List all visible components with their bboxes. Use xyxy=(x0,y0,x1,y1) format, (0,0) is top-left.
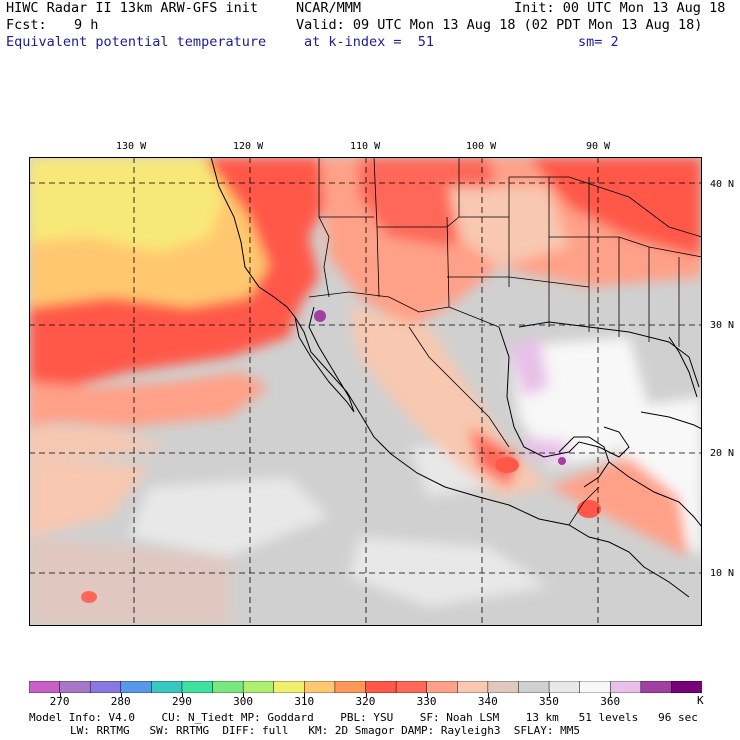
lon-label-100w: 100 W xyxy=(466,141,497,152)
colorbar-swatch xyxy=(334,681,367,693)
colorbar-swatch xyxy=(304,681,336,693)
red-spot-mexico xyxy=(495,457,519,473)
map-frame xyxy=(29,157,702,626)
theta-e-map xyxy=(29,157,702,626)
smoothing-info: sm= 2 xyxy=(578,34,619,50)
lon-label-120w: 120 W xyxy=(233,141,264,152)
forecast-hour: 9 h xyxy=(74,17,99,33)
lon-label-110w: 110 W xyxy=(350,141,381,152)
lon-label-130w: 130 W xyxy=(116,141,147,152)
colorbar-tick xyxy=(304,693,306,697)
colorbar-swatch xyxy=(640,681,673,693)
colorbar-swatch xyxy=(426,681,459,693)
lat-label-40n: 40 N xyxy=(710,179,735,190)
colorbar-tick xyxy=(120,693,122,697)
lon-label-90w: 90 W xyxy=(586,141,611,152)
colorbar-swatch xyxy=(579,681,611,693)
colorbar-tick-label: 320 xyxy=(355,695,376,708)
field-shading xyxy=(29,157,702,626)
footer-physics-info: LW: RRTMG SW: RRTMG DIFF: full KM: 2D Sm… xyxy=(70,724,580,737)
colorbar-tick xyxy=(243,693,245,697)
colorbar-swatch xyxy=(518,681,550,693)
colorbar-swatch xyxy=(395,681,428,693)
lat-label-10n: 10 N xyxy=(710,568,735,579)
purple-spot-gulf-of-california xyxy=(314,310,326,322)
colorbar-tick xyxy=(426,693,428,697)
colorbar-swatch xyxy=(609,681,642,693)
colorbar-tick-label: 290 xyxy=(171,695,192,708)
colorbar-tick xyxy=(59,693,61,697)
field-name: Equivalent potential temperature xyxy=(6,34,267,50)
colorbar-swatch xyxy=(212,681,244,693)
colorbar-swatch xyxy=(365,681,397,693)
colorbar-tick-label: 270 xyxy=(49,695,70,708)
colorbar-swatch xyxy=(242,681,275,693)
colorbar-tick xyxy=(610,693,612,697)
colorbar-swatch xyxy=(457,681,489,693)
colorbar-tick-label: 300 xyxy=(233,695,253,708)
colorbar-tick-label: 360 xyxy=(600,695,621,708)
lat-label-20n: 20 N xyxy=(710,448,735,459)
coastlines xyxy=(210,157,702,598)
colorbar-tick-label: 340 xyxy=(477,695,498,708)
colorbar-swatch xyxy=(671,681,702,693)
graticule xyxy=(29,157,702,626)
colorbar-tick-label: 280 xyxy=(110,695,131,708)
colorbar-tick-label: 310 xyxy=(294,695,315,708)
valid-time: Valid: 09 UTC Mon 13 Aug 18 (02 PDT Mon … xyxy=(296,17,703,33)
purple-spot-yucatan xyxy=(558,457,566,465)
red-spot-south-pacific xyxy=(81,591,97,603)
footer-model-info: Model Info: V4.0 CU: N_Tiedt MP: Goddard… xyxy=(29,711,698,724)
political-borders xyxy=(308,157,702,526)
init-time: Init: 00 UTC Mon 13 Aug 18 xyxy=(514,0,726,16)
level-info: at k-index = 51 xyxy=(304,34,435,50)
colorbar-tick-label: 350 xyxy=(539,695,559,708)
colorbar-swatch xyxy=(120,681,153,693)
colorbar-swatch xyxy=(29,681,61,693)
colorbar-swatch xyxy=(151,681,183,693)
colorbar-swatch xyxy=(181,681,214,693)
colorbar-swatch xyxy=(59,681,91,693)
forecast-label: Fcst: xyxy=(6,17,47,33)
organization-label: NCAR/MMM xyxy=(296,0,362,16)
colorbar xyxy=(29,681,702,693)
colorbar-tick xyxy=(487,693,489,697)
lat-label-30n: 30 N xyxy=(710,320,735,331)
colorbar-swatch xyxy=(548,681,581,693)
colorbar-tick-label: 330 xyxy=(416,695,437,708)
colorbar-swatch xyxy=(273,681,306,693)
colorbar-units: K xyxy=(697,694,704,707)
colorbar-swatch xyxy=(487,681,520,693)
colorbar-tick xyxy=(549,693,551,697)
plot-title: HIWC Radar II 13km ARW-GFS init xyxy=(6,0,258,16)
colorbar-tick xyxy=(365,693,367,697)
colorbar-tick xyxy=(181,693,183,697)
red-spot-guatemala xyxy=(577,500,601,518)
colorbar-swatch xyxy=(89,681,122,693)
